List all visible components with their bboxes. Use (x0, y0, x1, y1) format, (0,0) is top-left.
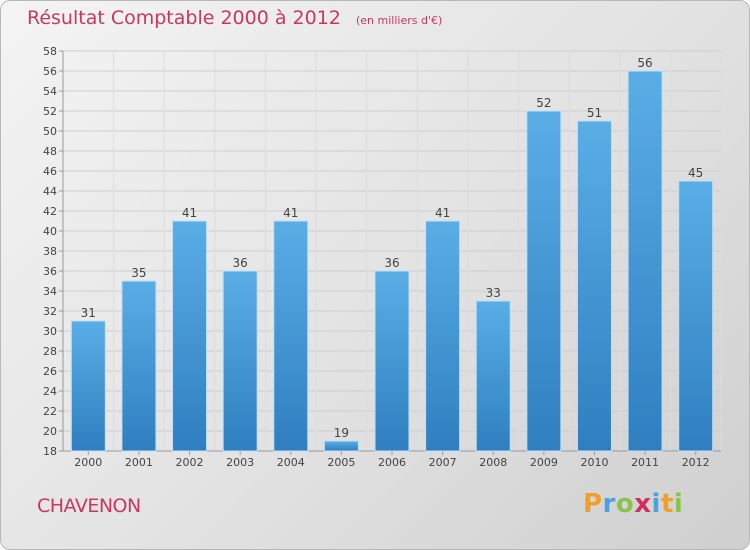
x-tick-label: 2004 (277, 456, 305, 469)
y-tick-label: 24 (43, 385, 57, 398)
y-tick-label: 44 (43, 185, 57, 198)
value-label-2011: 56 (637, 56, 652, 70)
x-tick-label: 2008 (479, 456, 507, 469)
y-tick-label: 18 (43, 445, 57, 458)
y-tick-label: 30 (43, 325, 57, 338)
y-tick-label: 46 (43, 165, 57, 178)
value-label-2010: 51 (587, 106, 602, 120)
y-tick-label: 52 (43, 105, 57, 118)
value-label-2009: 52 (536, 96, 551, 110)
bar-2005 (323, 440, 359, 452)
y-tick-label: 34 (43, 285, 57, 298)
commune-name: CHAVENON (37, 495, 141, 517)
value-label-2004: 41 (283, 206, 298, 220)
y-tick-label: 58 (43, 45, 57, 58)
y-tick-label: 54 (43, 85, 57, 98)
bar-2008 (475, 300, 511, 452)
value-label-2006: 36 (384, 256, 399, 270)
x-tick-label: 2001 (125, 456, 153, 469)
y-tick-label: 20 (43, 425, 57, 438)
y-tick-label: 36 (43, 265, 57, 278)
bar-2009 (526, 110, 562, 452)
x-tick-label: 2011 (631, 456, 659, 469)
y-tick-label: 32 (43, 305, 57, 318)
bar-2007 (425, 220, 461, 452)
bar-2003 (222, 270, 258, 452)
x-tick-label: 2002 (176, 456, 204, 469)
bar-2002 (172, 220, 208, 452)
y-tick-label: 26 (43, 365, 57, 378)
x-tick-label: 2010 (580, 456, 608, 469)
title-row: Résultat Comptable 2000 à 2012 (en milli… (27, 7, 442, 29)
chart-title: Résultat Comptable 2000 à 2012 (27, 7, 341, 29)
y-tick-label: 50 (43, 125, 57, 138)
bar-2010 (576, 120, 612, 452)
bar-2006 (374, 270, 410, 452)
y-tick-label: 28 (43, 345, 57, 358)
x-tick-label: 2005 (327, 456, 355, 469)
value-label-2012: 45 (688, 166, 703, 180)
x-tick-label: 2006 (378, 456, 406, 469)
value-label-2007: 41 (435, 206, 450, 220)
y-tick-label: 38 (43, 245, 57, 258)
bar-2011 (627, 70, 663, 452)
bar-2012 (678, 180, 714, 452)
x-tick-label: 2009 (530, 456, 558, 469)
bar-2001 (121, 280, 157, 452)
bars (70, 70, 714, 452)
y-tick-label: 42 (43, 205, 57, 218)
value-label-2002: 41 (182, 206, 197, 220)
labels: 31 2000 35 2001 41 2002 36 2003 41 2004 19 2005 36 20… (74, 56, 709, 469)
value-label-2000: 31 (81, 306, 96, 320)
y-tick-label: 48 (43, 145, 57, 158)
x-tick-label: 2000 (74, 456, 102, 469)
y-tick-label: 56 (43, 65, 57, 78)
x-tick-label: 2012 (682, 456, 710, 469)
y-tick-label: 40 (43, 225, 57, 238)
chart-subtitle: (en milliers d'€) (355, 14, 443, 27)
bar-2000 (70, 320, 106, 452)
value-label-2005: 19 (334, 426, 349, 440)
value-label-2008: 33 (486, 286, 501, 300)
value-label-2001: 35 (131, 266, 146, 280)
x-tick-label: 2007 (429, 456, 457, 469)
y-tick-label: 22 (43, 405, 57, 418)
proxiti-logo: Proxiti (583, 489, 684, 519)
x-tick-label: 2003 (226, 456, 254, 469)
bar-2004 (273, 220, 309, 452)
value-label-2003: 36 (233, 256, 248, 270)
